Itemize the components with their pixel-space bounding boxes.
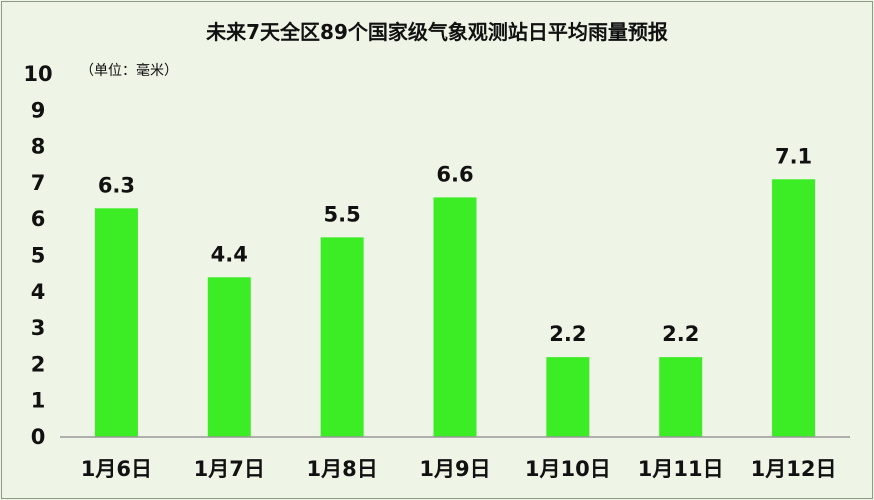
x-tick-label: 1月11日 bbox=[638, 457, 724, 481]
bar-5 bbox=[546, 357, 590, 437]
y-tick-label: 9 bbox=[31, 98, 46, 122]
bar-1 bbox=[94, 208, 138, 437]
x-tick-label: 1月6日 bbox=[81, 457, 152, 481]
y-tick-label: 0 bbox=[31, 425, 46, 449]
data-label: 4.4 bbox=[211, 242, 248, 266]
unit-note: （单位：毫米） bbox=[80, 63, 178, 79]
chart-title: 未来7天全区89个国家级气象观测站日平均雨量预报 bbox=[206, 20, 668, 44]
y-tick-label: 3 bbox=[31, 316, 46, 340]
data-label: 7.1 bbox=[775, 144, 812, 168]
bar-2 bbox=[207, 277, 251, 437]
x-tick-label: 1月8日 bbox=[307, 457, 378, 481]
y-tick-label: 5 bbox=[31, 244, 46, 268]
y-tick-label: 6 bbox=[31, 207, 46, 231]
bar-6 bbox=[659, 357, 703, 437]
y-tick-label: 2 bbox=[31, 352, 46, 376]
data-label: 2.2 bbox=[662, 322, 699, 346]
data-label: 2.2 bbox=[549, 322, 586, 346]
y-tick-label: 4 bbox=[31, 280, 46, 304]
y-tick-label: 10 bbox=[23, 62, 52, 86]
data-label: 5.5 bbox=[324, 202, 361, 226]
y-tick-label: 8 bbox=[31, 135, 46, 159]
data-label: 6.6 bbox=[436, 162, 473, 186]
x-tick-label: 1月12日 bbox=[751, 457, 837, 481]
data-label: 6.3 bbox=[98, 173, 135, 197]
bar-4 bbox=[433, 197, 477, 437]
bar-3 bbox=[320, 237, 364, 437]
bar-7 bbox=[772, 179, 816, 437]
x-tick-label: 1月9日 bbox=[419, 457, 490, 481]
y-tick-label: 1 bbox=[31, 389, 46, 413]
x-tick-label: 1月7日 bbox=[194, 457, 265, 481]
y-tick-label: 7 bbox=[31, 171, 46, 195]
x-tick-label: 1月10日 bbox=[525, 457, 611, 481]
